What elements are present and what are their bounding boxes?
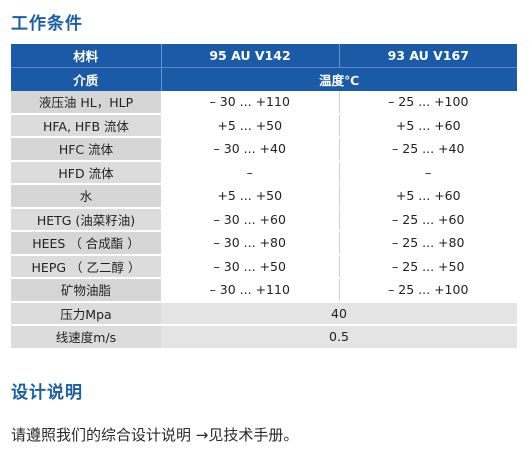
row-label: 水 bbox=[11, 184, 161, 209]
table-row: HFA, HFB 流体 +5 ... +50 +5 ... +60 bbox=[11, 113, 517, 138]
table-row: HFD 流体 – – bbox=[11, 160, 517, 185]
row-value-95au: +5 ... +50 bbox=[161, 113, 339, 138]
row-value-93au: – 25 ... +60 bbox=[338, 207, 517, 232]
table-row: HFC 流体 – 30 ... +40 – 25 ... +40 bbox=[11, 137, 517, 162]
table-row: 液压油 HL，HLP – 30 ... +110 – 25 ... +100 bbox=[11, 91, 517, 115]
row-value-95au: +5 ... +50 bbox=[161, 184, 339, 209]
table-row: HETG (油菜籽油) – 30 ... +60 – 25 ... +60 bbox=[11, 207, 517, 232]
row-value-93au: – bbox=[338, 160, 517, 185]
table-row: 水 +5 ... +50 +5 ... +60 bbox=[11, 184, 517, 209]
row-value-95au: – 30 ... +40 bbox=[161, 137, 339, 162]
table-row: HEES （ 合成酯 ） – 30 ... +80 – 25 ... +80 bbox=[11, 231, 517, 256]
row-value-95au: – bbox=[161, 160, 339, 185]
row-value-95au: – 30 ... +50 bbox=[161, 254, 339, 279]
table-row: 矿物油脂 – 30 ... +110 – 25 ... +100 bbox=[11, 278, 517, 303]
section-title-operating-conditions: 工作条件 bbox=[11, 14, 83, 34]
speed-label: 线速度m/s bbox=[11, 325, 161, 348]
speed-value: 0.5 bbox=[161, 325, 517, 348]
header-col-93au: 93 AU V167 bbox=[339, 44, 517, 68]
row-label: HFC 流体 bbox=[11, 137, 161, 162]
row-label: HEES （ 合成酯 ） bbox=[11, 231, 161, 256]
table-row-speed: 线速度m/s 0.5 bbox=[11, 325, 517, 348]
header-material: 材料 bbox=[11, 44, 162, 68]
row-label: 液压油 HL，HLP bbox=[11, 91, 161, 115]
row-value-95au: – 30 ... +110 bbox=[161, 91, 339, 115]
row-label: HEPG （ 乙二醇 ） bbox=[11, 254, 161, 279]
row-value-93au: – 25 ... +50 bbox=[338, 254, 517, 279]
row-label: HFD 流体 bbox=[11, 160, 161, 185]
row-value-93au: – 25 ... +80 bbox=[338, 231, 517, 256]
row-value-95au: – 30 ... +80 bbox=[161, 231, 339, 256]
row-value-93au: – 25 ... +100 bbox=[338, 91, 517, 115]
row-value-93au: – 25 ... +40 bbox=[338, 137, 517, 162]
row-label: HETG (油菜籽油) bbox=[11, 207, 161, 232]
row-label: HFA, HFB 流体 bbox=[11, 113, 161, 138]
table-row-pressure: 压力Mpa 40 bbox=[11, 301, 517, 326]
section-title-design-notes: 设计说明 bbox=[11, 383, 83, 403]
header-temperature: 温度℃ bbox=[161, 67, 517, 91]
pressure-value: 40 bbox=[161, 301, 517, 326]
row-label: 矿物油脂 bbox=[11, 278, 161, 303]
row-value-95au: – 30 ... +60 bbox=[161, 207, 339, 232]
header-col-95au: 95 AU V142 bbox=[161, 44, 340, 68]
table-row: HEPG （ 乙二醇 ） – 30 ... +50 – 25 ... +50 bbox=[11, 254, 517, 279]
design-notes-text: 请遵照我们的综合设计说明 →见技术手册。 bbox=[11, 426, 299, 444]
operating-conditions-table: 材料 95 AU V142 93 AU V167 介质 温度℃ 液压油 HL，H… bbox=[11, 44, 517, 348]
header-medium: 介质 bbox=[11, 67, 162, 91]
row-value-93au: +5 ... +60 bbox=[338, 113, 517, 138]
row-value-95au: – 30 ... +110 bbox=[161, 278, 339, 303]
row-value-93au: +5 ... +60 bbox=[338, 184, 517, 209]
row-value-93au: – 25 ... +100 bbox=[338, 278, 517, 303]
pressure-label: 压力Mpa bbox=[11, 301, 161, 326]
